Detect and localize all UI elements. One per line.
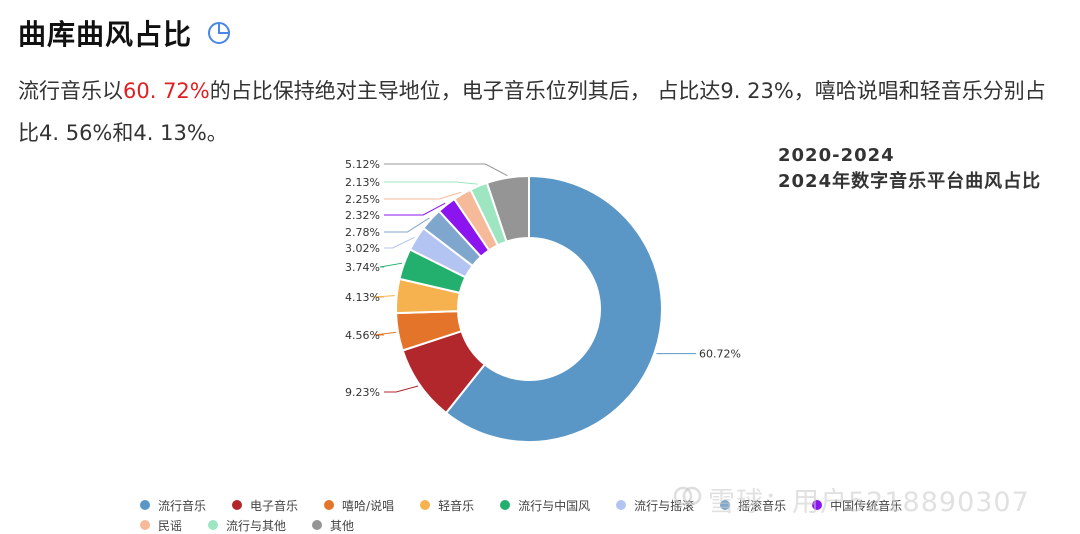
summary-text-start: 流行音乐以 [18, 79, 123, 103]
page-title: 曲库曲风占比 [18, 18, 193, 51]
chart-title: 2020-2024 2024年数字音乐平台曲风占比 [778, 143, 1041, 195]
slice-label-3: 4.13% [345, 291, 380, 304]
slice-label-1: 9.23% [345, 386, 380, 399]
legend-swatch [324, 500, 335, 510]
chart-title-years: 2020-2024 [778, 145, 895, 166]
watermark: 雪球：用户5218890307 [672, 480, 1030, 519]
legend-item-0[interactable]: 流行音乐 [140, 497, 206, 513]
legend-label: 中国传统音乐 [830, 498, 903, 513]
legend-label: 电子音乐 [250, 498, 299, 513]
slice-labels: 60.72% 9.23% 4.56% 4.13% 3.74% 3.02% 2.78% 2.32… [345, 158, 741, 399]
leader-line-1 [384, 385, 419, 393]
leader-line-7 [384, 202, 446, 216]
donut-chart: 60.72% 9.23% 4.56% 4.13% 3.74% 3.02% 2.78% 2.32… [345, 158, 741, 443]
slice-0[interactable] [444, 174, 663, 443]
legend-swatch [140, 520, 150, 530]
summary-text-rest: 的占比保持绝对主导地位，电子音乐位列其后， 占比达9. 23%，嘻哈说唱和轻音乐… [18, 79, 1046, 145]
legend-swatch [500, 500, 511, 510]
legend-label: 流行与其他 [226, 518, 287, 533]
legend-label: 嘻哈/说唱 [342, 498, 395, 513]
legend-item-3[interactable]: 轻音乐 [420, 497, 474, 513]
slice-label-9: 2.13% [345, 176, 380, 189]
legend-item-1[interactable]: 电子音乐 [232, 497, 298, 513]
snowball-icon [672, 481, 702, 518]
leader-line-2 [373, 331, 397, 336]
legend-label: 摇滚音乐 [738, 498, 787, 513]
slice-label-4: 3.74% [345, 261, 380, 274]
leader-line-8 [384, 191, 462, 200]
slice-label-10: 5.12% [345, 158, 380, 171]
legend-swatch [140, 500, 150, 510]
chart-title-main: 2024年数字音乐平台曲风占比 [778, 171, 1042, 192]
slice-label-2: 4.56% [345, 329, 380, 342]
legend-item-2[interactable]: 嘻哈/说唱 [324, 497, 394, 513]
legend-swatch [616, 500, 627, 510]
donut-slices [395, 174, 663, 443]
slice-label-5: 3.02% [345, 242, 380, 255]
slice-label-6: 2.78% [345, 226, 380, 239]
legend-item-10[interactable]: 其他 [312, 517, 354, 533]
legend-item-4[interactable]: 流行与中国风 [500, 497, 590, 513]
legend-swatch [720, 500, 731, 510]
legend-label: 流行音乐 [158, 498, 207, 513]
legend-label: 流行与中国风 [518, 498, 591, 513]
legend-item-9[interactable]: 流行与其他 [208, 517, 286, 533]
summary-paragraph: 流行音乐以60. 72%的占比保持绝对主导地位，电子音乐位列其后， 占比达9. … [18, 70, 1063, 154]
slice-label-0: 60.72% [699, 348, 741, 361]
legend-label: 轻音乐 [438, 498, 475, 513]
legend-item-7[interactable]: 中国传统音乐 [812, 497, 902, 513]
slice-label-7: 2.32% [345, 209, 380, 222]
watermark-text: 雪球：用户5218890307 [708, 487, 1030, 518]
leader-line-6 [384, 217, 430, 233]
legend-swatch [232, 500, 243, 510]
legend-swatch [420, 500, 431, 510]
legend-item-8[interactable]: 民谣 [140, 517, 182, 533]
leader-line-10 [384, 163, 508, 177]
pie-chart-icon[interactable] [206, 20, 232, 46]
slice-label-leaders [372, 163, 696, 393]
slice-label-8: 2.25% [345, 193, 380, 206]
leader-line-3 [372, 295, 395, 298]
slice-10[interactable] [485, 174, 530, 243]
leader-line-5 [384, 237, 415, 249]
legend-label: 民谣 [158, 518, 183, 533]
legend-label: 其他 [330, 518, 355, 533]
legend-swatch [812, 500, 823, 510]
legend-item-6[interactable]: 摇滚音乐 [720, 497, 786, 513]
summary-highlight: 60. 72% [123, 79, 210, 103]
legend-swatch [208, 520, 219, 530]
header: 曲库曲风占比 [18, 12, 232, 54]
leader-line-9 [384, 181, 478, 185]
leader-line-4 [379, 262, 403, 268]
chart-legend: 流行音乐 电子音乐 嘻哈/说唱 轻音乐 流行与中国风 流行与摇滚 摇滚音乐 中国传统音乐 民谣流… [140, 497, 940, 533]
legend-swatch [312, 520, 323, 530]
